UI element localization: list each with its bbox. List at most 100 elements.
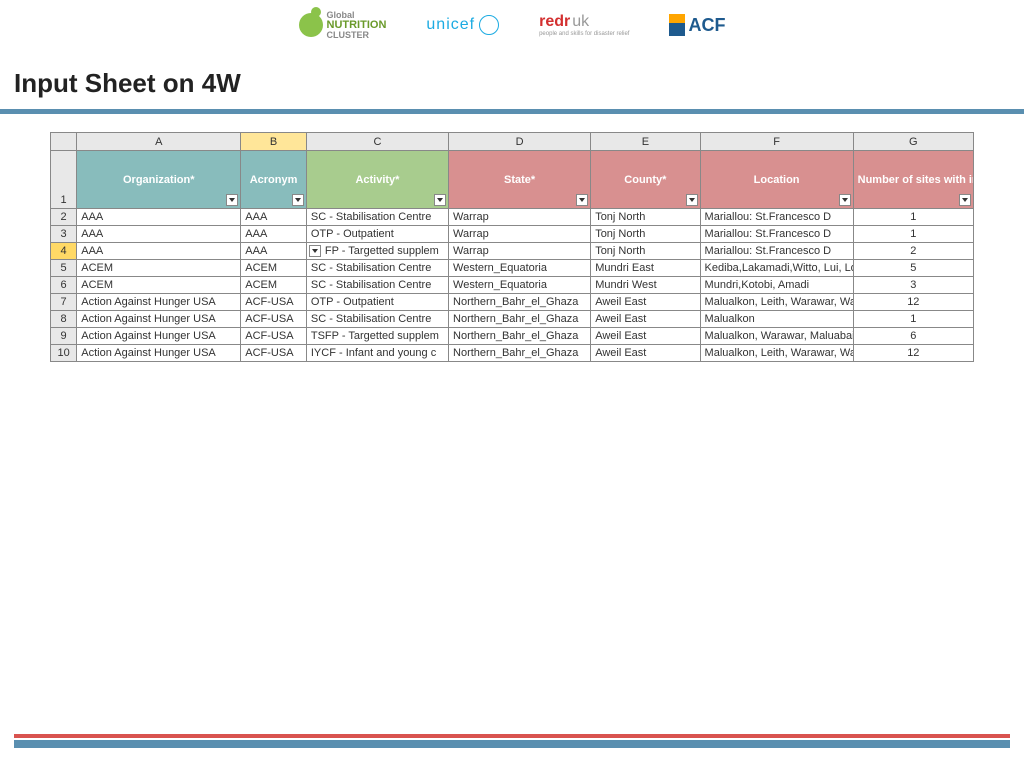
cell-C7[interactable]: OTP - Outpatient: [306, 294, 448, 311]
cell-F5[interactable]: Kediba,Lakamadi,Witto, Lui, Lozoh,Minga: [700, 260, 853, 277]
cell-A4[interactable]: AAA: [77, 243, 241, 260]
cell-E2[interactable]: Tonj North: [591, 209, 700, 226]
cell-E6[interactable]: Mundri West: [591, 277, 700, 294]
cell-D10[interactable]: Northern_Bahr_el_Ghaza: [449, 345, 591, 362]
cell-D9[interactable]: Northern_Bahr_el_Ghaza: [449, 328, 591, 345]
col-header-D[interactable]: D: [449, 133, 591, 151]
cell-A2[interactable]: AAA: [77, 209, 241, 226]
cell-G6[interactable]: 3: [853, 277, 973, 294]
cell-F6[interactable]: Mundri,Kotobi, Amadi: [700, 277, 853, 294]
cell-A6[interactable]: ACEM: [77, 277, 241, 294]
cell-G4[interactable]: 2: [853, 243, 973, 260]
cell-F8[interactable]: Malualkon: [700, 311, 853, 328]
cell-D4[interactable]: Warrap: [449, 243, 591, 260]
row-header-6[interactable]: 6: [51, 277, 77, 294]
cell-E5[interactable]: Mundri East: [591, 260, 700, 277]
row-header-1[interactable]: 1: [51, 151, 77, 209]
cell-D6[interactable]: Western_Equatoria: [449, 277, 591, 294]
cell-G9[interactable]: 6: [853, 328, 973, 345]
filter-dropdown-icon[interactable]: [434, 194, 446, 206]
col-header-B[interactable]: B: [241, 133, 307, 151]
select-all-corner[interactable]: [51, 133, 77, 151]
cell-B8[interactable]: ACF-USA: [241, 311, 307, 328]
cell-E9[interactable]: Aweil East: [591, 328, 700, 345]
filter-dropdown-icon[interactable]: [292, 194, 304, 206]
cell-A10[interactable]: Action Against Hunger USA: [77, 345, 241, 362]
col-header-A[interactable]: A: [77, 133, 241, 151]
cell-C5[interactable]: SC - Stabilisation Centre: [306, 260, 448, 277]
cell-C4[interactable]: FP - Targetted supplem: [306, 243, 448, 260]
cell-G10[interactable]: 12: [853, 345, 973, 362]
cell-D7[interactable]: Northern_Bahr_el_Ghaza: [449, 294, 591, 311]
row-header-3[interactable]: 3: [51, 226, 77, 243]
chevron-down-icon[interactable]: [309, 245, 321, 257]
column-header-E[interactable]: County*: [591, 151, 700, 209]
row-header-4[interactable]: 4: [51, 243, 77, 260]
cell-F4[interactable]: Mariallou: St.Francesco D: [700, 243, 853, 260]
cell-A7[interactable]: Action Against Hunger USA: [77, 294, 241, 311]
cell-B10[interactable]: ACF-USA: [241, 345, 307, 362]
column-header-F[interactable]: Location: [700, 151, 853, 209]
cell-G7[interactable]: 12: [853, 294, 973, 311]
cell-G3[interactable]: 1: [853, 226, 973, 243]
cell-E4[interactable]: Tonj North: [591, 243, 700, 260]
cell-E7[interactable]: Aweil East: [591, 294, 700, 311]
column-header-D[interactable]: State*: [449, 151, 591, 209]
row-header-10[interactable]: 10: [51, 345, 77, 362]
cell-D5[interactable]: Western_Equatoria: [449, 260, 591, 277]
spreadsheet[interactable]: ABCDEFG1Organization*AcronymActivity*Sta…: [50, 132, 974, 362]
cell-E3[interactable]: Tonj North: [591, 226, 700, 243]
filter-dropdown-icon[interactable]: [959, 194, 971, 206]
logo-redr: redruk people and skills for disaster re…: [539, 10, 629, 40]
cell-C9[interactable]: TSFP - Targetted supplem: [306, 328, 448, 345]
cell-G2[interactable]: 1: [853, 209, 973, 226]
row-header-9[interactable]: 9: [51, 328, 77, 345]
cell-B9[interactable]: ACF-USA: [241, 328, 307, 345]
cell-F7[interactable]: Malualkon, Leith, Warawar, Wargeng, Yarg…: [700, 294, 853, 311]
column-header-B[interactable]: Acronym: [241, 151, 307, 209]
cell-C8[interactable]: SC - Stabilisation Centre: [306, 311, 448, 328]
cell-G8[interactable]: 1: [853, 311, 973, 328]
cell-F9[interactable]: Malualkon, Warawar, Maluabai, Aweil Town…: [700, 328, 853, 345]
cell-B7[interactable]: ACF-USA: [241, 294, 307, 311]
cell-E8[interactable]: Aweil East: [591, 311, 700, 328]
cell-C6[interactable]: SC - Stabilisation Centre: [306, 277, 448, 294]
cell-D3[interactable]: Warrap: [449, 226, 591, 243]
cell-D2[interactable]: Warrap: [449, 209, 591, 226]
cell-A5[interactable]: ACEM: [77, 260, 241, 277]
filter-dropdown-icon[interactable]: [576, 194, 588, 206]
col-header-F[interactable]: F: [700, 133, 853, 151]
cell-B4[interactable]: AAA: [241, 243, 307, 260]
column-header-C[interactable]: Activity*: [306, 151, 448, 209]
cell-F10[interactable]: Malualkon, Leith, Warawar, Wargeng, Yarg…: [700, 345, 853, 362]
col-header-G[interactable]: G: [853, 133, 973, 151]
cell-E10[interactable]: Aweil East: [591, 345, 700, 362]
cell-A3[interactable]: AAA: [77, 226, 241, 243]
column-header-G[interactable]: Number of sites with indicated activity …: [853, 151, 973, 209]
row-header-5[interactable]: 5: [51, 260, 77, 277]
cell-C10[interactable]: IYCF - Infant and young c: [306, 345, 448, 362]
cell-C3[interactable]: OTP - Outpatient: [306, 226, 448, 243]
cell-G5[interactable]: 5: [853, 260, 973, 277]
filter-dropdown-icon[interactable]: [226, 194, 238, 206]
cell-C2[interactable]: SC - Stabilisation Centre: [306, 209, 448, 226]
filter-dropdown-icon[interactable]: [686, 194, 698, 206]
cell-B3[interactable]: AAA: [241, 226, 307, 243]
cell-B2[interactable]: AAA: [241, 209, 307, 226]
filter-dropdown-icon[interactable]: [839, 194, 851, 206]
cell-B6[interactable]: ACEM: [241, 277, 307, 294]
column-header-A[interactable]: Organization*: [77, 151, 241, 209]
col-header-E[interactable]: E: [591, 133, 700, 151]
row-header-8[interactable]: 8: [51, 311, 77, 328]
cell-A8[interactable]: Action Against Hunger USA: [77, 311, 241, 328]
row-header-2[interactable]: 2: [51, 209, 77, 226]
col-header-C[interactable]: C: [306, 133, 448, 151]
cell-D8[interactable]: Northern_Bahr_el_Ghaza: [449, 311, 591, 328]
cell-A9[interactable]: Action Against Hunger USA: [77, 328, 241, 345]
title-divider: [0, 109, 1024, 114]
row-header-7[interactable]: 7: [51, 294, 77, 311]
footer-bars: [0, 734, 1024, 748]
cell-B5[interactable]: ACEM: [241, 260, 307, 277]
cell-F2[interactable]: Mariallou: St.Francesco D: [700, 209, 853, 226]
cell-F3[interactable]: Mariallou: St.Francesco D: [700, 226, 853, 243]
